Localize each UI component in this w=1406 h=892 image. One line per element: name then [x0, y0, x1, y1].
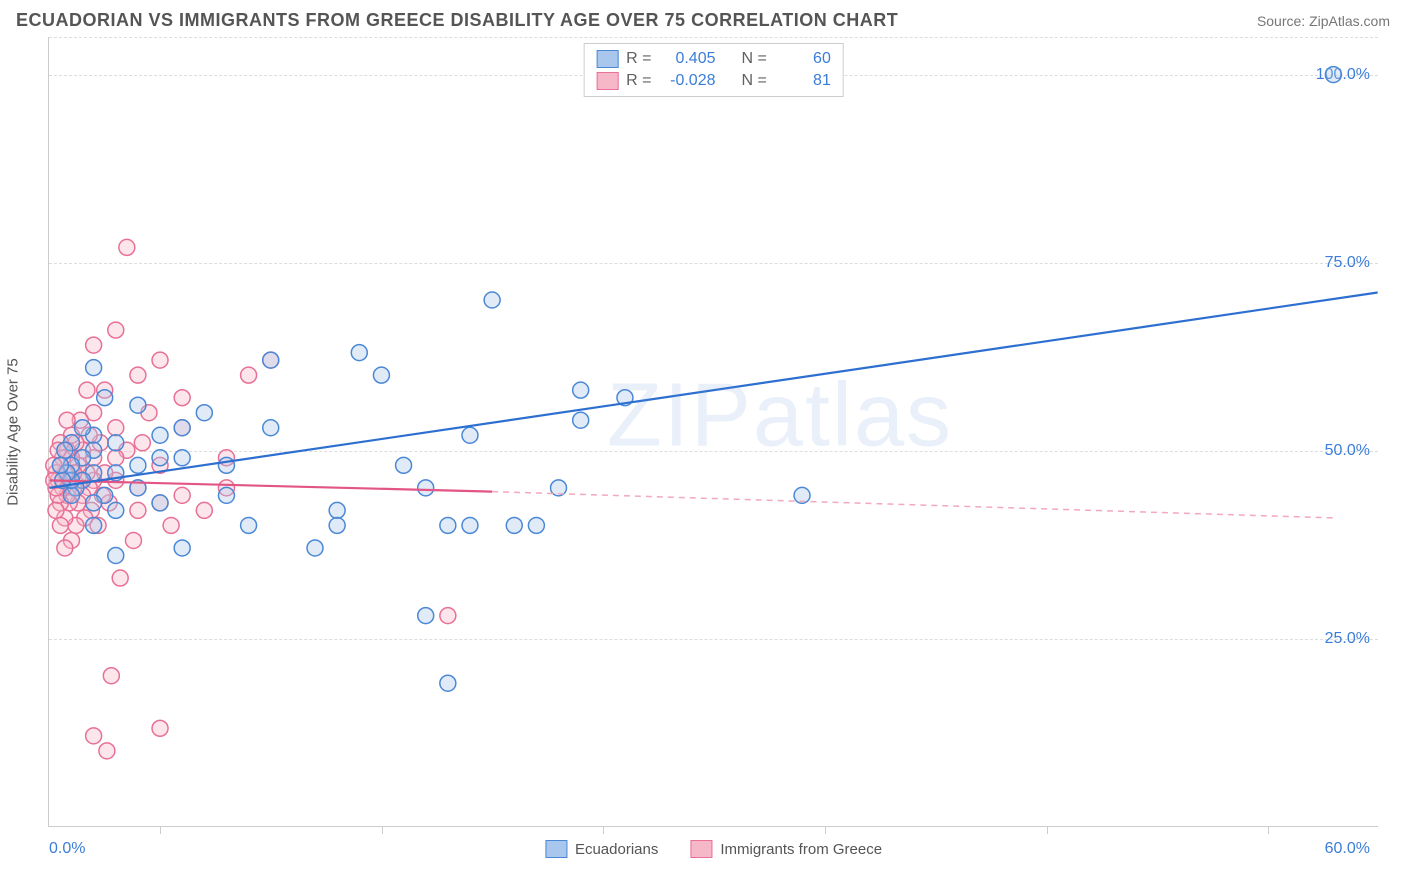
data-point	[174, 390, 190, 406]
data-point	[462, 427, 478, 443]
data-point	[130, 397, 146, 413]
data-point	[152, 495, 168, 511]
data-point	[152, 450, 168, 466]
data-point	[86, 517, 102, 533]
data-point	[174, 420, 190, 436]
stats-row-ecuadorians: R = 0.405 N = 60	[596, 48, 831, 70]
data-point	[108, 420, 124, 436]
data-point	[1325, 67, 1341, 83]
stat-r-value-1: -0.028	[660, 72, 716, 90]
legend-label-1: Immigrants from Greece	[720, 841, 882, 858]
x-axis-max-label: 60.0%	[1325, 840, 1370, 858]
stat-r-value-0: 0.405	[660, 50, 716, 68]
data-point	[108, 435, 124, 451]
source-label: Source: ZipAtlas.com	[1257, 13, 1390, 29]
data-point	[108, 547, 124, 563]
y-axis-title: Disability Age Over 75	[5, 358, 22, 506]
data-point	[97, 390, 113, 406]
data-point	[418, 608, 434, 624]
data-point	[462, 517, 478, 533]
data-point	[86, 728, 102, 744]
data-point	[86, 360, 102, 376]
x-axis-min-label: 0.0%	[49, 840, 85, 858]
stats-legend: R = 0.405 N = 60 R = -0.028 N = 81	[583, 43, 844, 97]
data-point	[263, 352, 279, 368]
data-point	[373, 367, 389, 383]
data-point	[134, 435, 150, 451]
data-point	[52, 517, 68, 533]
data-point	[329, 517, 345, 533]
data-point	[440, 675, 456, 691]
data-point	[103, 668, 119, 684]
data-point	[329, 502, 345, 518]
stat-n-value-1: 81	[775, 72, 831, 90]
stat-n-value-0: 60	[775, 50, 831, 68]
data-point	[86, 337, 102, 353]
data-point	[218, 457, 234, 473]
data-point	[218, 487, 234, 503]
data-point	[174, 540, 190, 556]
legend-item-ecuadorians: Ecuadorians	[545, 840, 658, 858]
stat-n-label: N =	[742, 72, 767, 90]
scatter-plot	[49, 37, 1378, 826]
data-point	[573, 382, 589, 398]
data-point	[152, 720, 168, 736]
swatch-greece	[690, 840, 712, 858]
chart-title: ECUADORIAN VS IMMIGRANTS FROM GREECE DIS…	[16, 10, 898, 31]
data-point	[196, 502, 212, 518]
data-point	[307, 540, 323, 556]
data-point	[573, 412, 589, 428]
data-point	[75, 420, 91, 436]
data-point	[241, 517, 257, 533]
data-point	[196, 405, 212, 421]
data-point	[440, 517, 456, 533]
data-point	[174, 450, 190, 466]
trend-line-ecuadorians	[49, 292, 1377, 487]
bottom-legend: Ecuadorians Immigrants from Greece	[545, 840, 882, 858]
chart-area: Disability Age Over 75 25.0%50.0%75.0%10…	[48, 37, 1378, 827]
data-point	[108, 502, 124, 518]
data-point	[484, 292, 500, 308]
data-point	[57, 442, 73, 458]
legend-label-0: Ecuadorians	[575, 841, 658, 858]
data-point	[506, 517, 522, 533]
data-point	[130, 367, 146, 383]
data-point	[130, 457, 146, 473]
legend-item-greece: Immigrants from Greece	[690, 840, 882, 858]
data-point	[57, 540, 73, 556]
data-point	[418, 480, 434, 496]
data-point	[63, 487, 79, 503]
data-point	[52, 457, 68, 473]
swatch-ecuadorians	[596, 50, 618, 68]
stat-r-label: R =	[626, 72, 651, 90]
data-point	[152, 352, 168, 368]
data-point	[108, 450, 124, 466]
data-point	[48, 502, 64, 518]
stat-r-label: R =	[626, 50, 651, 68]
data-point	[112, 570, 128, 586]
trend-line-greece-dash	[492, 492, 1333, 518]
data-point	[99, 743, 115, 759]
data-point	[119, 239, 135, 255]
data-point	[528, 517, 544, 533]
data-point	[130, 502, 146, 518]
data-point	[241, 367, 257, 383]
stats-row-greece: R = -0.028 N = 81	[596, 70, 831, 92]
data-point	[174, 487, 190, 503]
data-point	[108, 322, 124, 338]
data-point	[351, 345, 367, 361]
swatch-greece	[596, 72, 618, 90]
data-point	[396, 457, 412, 473]
data-point	[125, 532, 141, 548]
data-point	[163, 517, 179, 533]
swatch-ecuadorians	[545, 840, 567, 858]
data-point	[152, 427, 168, 443]
data-point	[263, 420, 279, 436]
data-point	[440, 608, 456, 624]
data-point	[59, 412, 75, 428]
stat-n-label: N =	[742, 50, 767, 68]
data-point	[79, 382, 95, 398]
data-point	[86, 495, 102, 511]
